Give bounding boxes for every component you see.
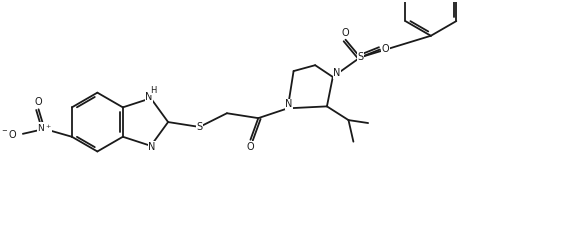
Text: S: S bbox=[357, 52, 363, 62]
Text: S: S bbox=[196, 122, 203, 132]
Text: N: N bbox=[285, 100, 293, 110]
Text: O: O bbox=[382, 44, 389, 54]
Text: O: O bbox=[247, 142, 254, 152]
Text: O: O bbox=[342, 28, 349, 38]
Text: $^-$O: $^-$O bbox=[0, 128, 18, 140]
Text: N: N bbox=[145, 92, 152, 102]
Text: N: N bbox=[148, 142, 156, 152]
Text: N: N bbox=[333, 68, 340, 78]
Text: H: H bbox=[151, 86, 157, 95]
Text: O: O bbox=[35, 98, 42, 108]
Text: N$^+$: N$^+$ bbox=[37, 122, 52, 134]
